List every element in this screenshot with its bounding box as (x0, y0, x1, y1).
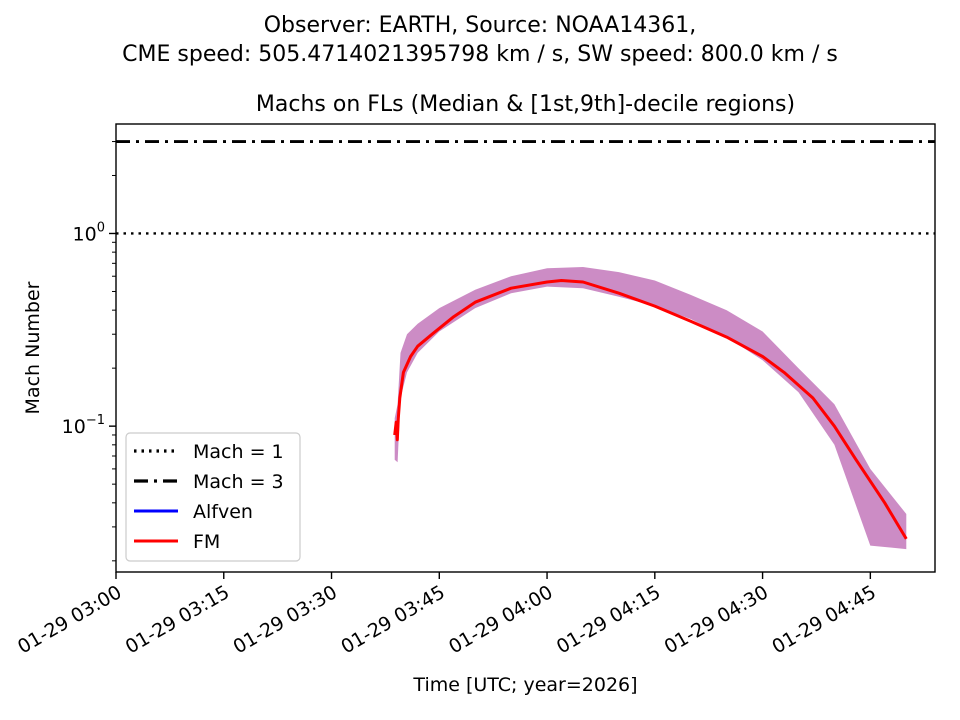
legend: Mach = 1 Mach = 3 Alfven FM (125, 432, 301, 562)
y-tick-label-0: 100 (73, 220, 105, 245)
legend-label-0: Mach = 1 (193, 441, 284, 463)
x-tick-label-4: 01-29 04:00 (445, 581, 556, 658)
suptitle-line-2: CME speed: 505.4714021395798 km / s, SW … (122, 42, 838, 67)
legend-box (125, 432, 301, 562)
x-tick-label-6: 01-29 04:30 (661, 581, 772, 658)
plot-frame (115, 123, 936, 573)
chart-title: Machs on FLs (Median & [1st,9th]-decile … (256, 92, 795, 117)
series-line-fm (393, 279, 908, 540)
y-axis-label: Mach Number (22, 281, 44, 414)
legend-label-1: Mach = 3 (193, 471, 284, 493)
x-tick-label-2: 01-29 03:30 (230, 581, 341, 658)
legend-label-2: Alfven (193, 501, 253, 523)
x-axis-label: Time [UTC; year=2026] (412, 674, 637, 696)
decile-band (394, 267, 907, 550)
suptitle-line-1: Observer: EARTH, Source: NOAA14361, (264, 13, 697, 38)
x-tick-label-7: 01-29 04:45 (768, 581, 879, 658)
x-tick-label-5: 01-29 04:15 (553, 581, 664, 658)
x-tick-label-0: 01-29 03:00 (14, 581, 125, 658)
x-tick-label-3: 01-29 03:45 (337, 581, 448, 658)
y-tick-label-1: 10−1 (62, 413, 105, 438)
y-axis: 100 10−1 (62, 141, 116, 562)
x-tick-label-1: 01-29 03:15 (122, 581, 233, 658)
legend-label-3: FM (193, 531, 220, 553)
